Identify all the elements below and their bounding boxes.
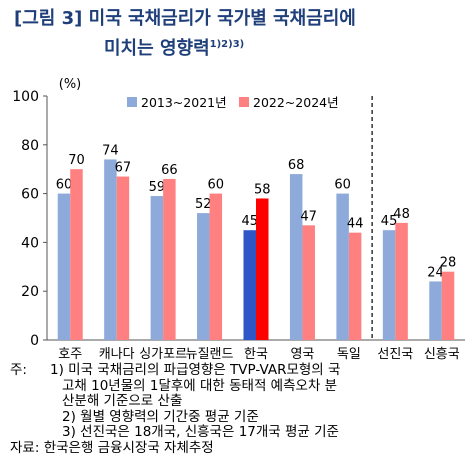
bar-series1 [429,281,442,340]
legend-swatch [239,97,249,107]
legend-swatch [127,97,137,107]
data-label: 45 [241,214,258,229]
x-tick-label: 독일 [337,347,361,362]
bar-chart: (%) 0 20 40 60 80 100 60 70 호주 74 67 캐나다 59 66 싱가포르 52 60… [12,77,465,362]
footnote-1: 주: 1) 미국 국채금리의 파급영향은 TVP-VAR모형의 국 [10,362,341,378]
bar-series2 [441,271,455,340]
x-tick-label: 영국 [290,347,314,362]
title-footnote-refs: 1)2)3) [209,39,245,50]
x-tick-label: 한국 [244,347,268,362]
bar-series1 [104,159,117,340]
bar-series2 [209,193,223,340]
x-tick-label: 싱가포르 [139,347,187,362]
footnotes: 주: 1) 미국 국채금리의 파급영향은 TVP-VAR모형의 국 고채 10년물… [10,362,470,456]
data-label: 44 [347,217,364,232]
chart-title: [그림 3] 미국 국채금리가 국가별 국채금리에 미치는 영향력1)2)3) [14,6,469,62]
bar-series2 [163,178,176,340]
bar-series1 [336,193,349,340]
bar-series2 [256,198,269,340]
x-tick-label: 뉴질랜드 [186,347,234,362]
bar-series1 [57,193,71,340]
footnote-2: 2) 월별 영향력의 기간중 평균 기준 [62,408,259,425]
data-label: 52 [195,197,212,212]
bar-series2 [348,232,362,340]
data-label: 45 [381,214,398,229]
title-line2: 미치는 영향력1)2)3) [104,38,245,59]
data-label: 67 [115,161,132,176]
x-tick-label: 신흥국 [424,347,460,362]
data-label: 68 [288,158,305,173]
bar-series1 [382,230,396,340]
title-line1: [그림 3] 미국 국채금리가 국가별 국채금리에 [14,8,356,29]
footnote-1-cont2: 산분해 기준으로 산출 [62,393,183,409]
y-tick-label: 0 [30,333,39,349]
data-label: 66 [161,163,178,178]
data-label: 28 [440,256,457,271]
data-label: 59 [149,180,166,195]
footnote-1-cont: 고채 10년물의 1달후에 대한 동태적 예측오차 분 [62,377,338,394]
bar-series1 [289,174,303,340]
data-label: 60 [208,178,225,193]
y-tick-label: 80 [21,138,39,154]
legend-label: 2013~2021년 [141,95,227,110]
bar-series2 [302,225,315,340]
y-unit-label: (%) [59,77,82,92]
data-label: 24 [427,265,444,280]
legend-label: 2022~2024년 [253,95,339,110]
data-label: 70 [68,153,85,168]
x-tick-label: 호주 [58,347,82,362]
bar-series2 [395,222,408,340]
y-tick-label: 20 [21,284,39,300]
bar-series1 [197,213,210,340]
data-label: 60 [334,178,351,193]
y-tick-label: 40 [21,235,39,251]
y-tick-label: 100 [12,89,39,105]
bar-series2 [70,169,83,340]
source-note: 자료: 한국은행 금융시장국 자체추정 [10,439,214,456]
footnote-3: 3) 선진국은 18개국, 신흥국은 17개국 평균 기준 [62,424,339,440]
x-tick-label: 선진국 [377,347,413,362]
bar-series1 [150,196,164,340]
bar-series2 [116,176,130,340]
data-label: 74 [102,143,119,158]
data-label: 58 [254,182,271,197]
y-tick-label: 60 [21,187,39,203]
data-label: 48 [393,207,410,222]
data-label: 47 [300,209,317,224]
data-label: 60 [56,178,73,193]
x-tick-label: 캐나다 [99,347,135,362]
bar-series1 [243,230,256,340]
